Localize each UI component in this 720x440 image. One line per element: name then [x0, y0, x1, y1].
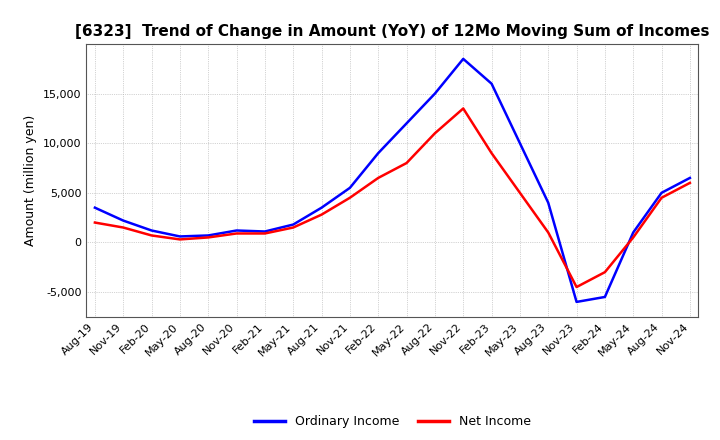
Net Income — [572, 284, 581, 290]
Net Income — [148, 233, 156, 238]
Ordinary Income — [572, 299, 581, 304]
Ordinary Income — [346, 185, 354, 191]
Net Income — [685, 180, 694, 186]
Net Income — [629, 235, 637, 240]
Net Income — [204, 235, 212, 240]
Ordinary Income — [148, 228, 156, 233]
Ordinary Income — [402, 121, 411, 126]
Net Income — [544, 230, 552, 235]
Net Income — [600, 270, 609, 275]
Ordinary Income — [431, 91, 439, 96]
Net Income — [402, 161, 411, 166]
Line: Net Income: Net Income — [95, 109, 690, 287]
Net Income — [459, 106, 467, 111]
Ordinary Income — [176, 234, 184, 239]
Ordinary Income — [516, 140, 524, 146]
Ordinary Income — [233, 228, 241, 233]
Net Income — [289, 225, 297, 230]
Ordinary Income — [119, 218, 127, 223]
Ordinary Income — [261, 229, 269, 234]
Ordinary Income — [629, 230, 637, 235]
Ordinary Income — [657, 190, 666, 195]
Ordinary Income — [600, 294, 609, 300]
Ordinary Income — [204, 233, 212, 238]
Ordinary Income — [487, 81, 496, 86]
Net Income — [261, 231, 269, 236]
Ordinary Income — [685, 175, 694, 180]
Net Income — [119, 225, 127, 230]
Y-axis label: Amount (million yen): Amount (million yen) — [24, 115, 37, 246]
Net Income — [346, 195, 354, 200]
Net Income — [91, 220, 99, 225]
Ordinary Income — [459, 56, 467, 62]
Net Income — [487, 150, 496, 156]
Net Income — [233, 231, 241, 236]
Ordinary Income — [544, 200, 552, 205]
Net Income — [318, 212, 326, 217]
Ordinary Income — [289, 222, 297, 227]
Net Income — [176, 237, 184, 242]
Line: Ordinary Income: Ordinary Income — [95, 59, 690, 302]
Net Income — [657, 195, 666, 200]
Title: [6323]  Trend of Change in Amount (YoY) of 12Mo Moving Sum of Incomes: [6323] Trend of Change in Amount (YoY) o… — [75, 24, 710, 39]
Ordinary Income — [91, 205, 99, 210]
Ordinary Income — [374, 150, 382, 156]
Net Income — [431, 131, 439, 136]
Net Income — [516, 190, 524, 195]
Legend: Ordinary Income, Net Income: Ordinary Income, Net Income — [248, 411, 536, 433]
Ordinary Income — [318, 205, 326, 210]
Net Income — [374, 175, 382, 180]
